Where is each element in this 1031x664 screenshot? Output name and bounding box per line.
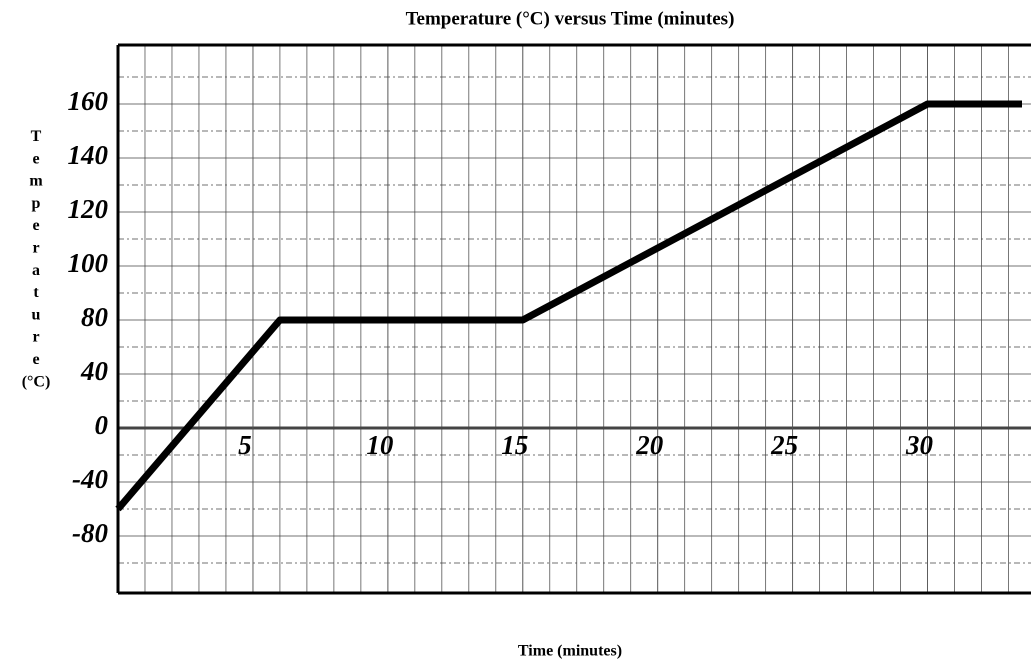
x-tick-label: 20 (635, 430, 664, 460)
y-tick-label: 120 (68, 194, 109, 224)
y-tick-label: 100 (68, 248, 109, 278)
x-tick-label: 10 (366, 430, 394, 460)
y-tick-label: 40 (80, 356, 109, 386)
x-tick-label: 15 (501, 430, 528, 460)
y-tick-label: 80 (81, 302, 109, 332)
y-tick-label: -40 (72, 464, 108, 494)
x-tick-label: 25 (770, 430, 798, 460)
x-tick-label: 30 (905, 430, 934, 460)
y-tick-label: 140 (68, 140, 109, 170)
y-tick-label: 0 (95, 410, 109, 440)
y-tick-label: 160 (68, 86, 109, 116)
y-tick-label: -80 (72, 518, 108, 548)
data-line (115, 100, 1022, 512)
chart-title: Temperature (°C) versus Time (minutes) (406, 8, 735, 29)
x-axis-label: Time (minutes) (518, 643, 622, 660)
x-tick-label: 5 (238, 430, 252, 460)
